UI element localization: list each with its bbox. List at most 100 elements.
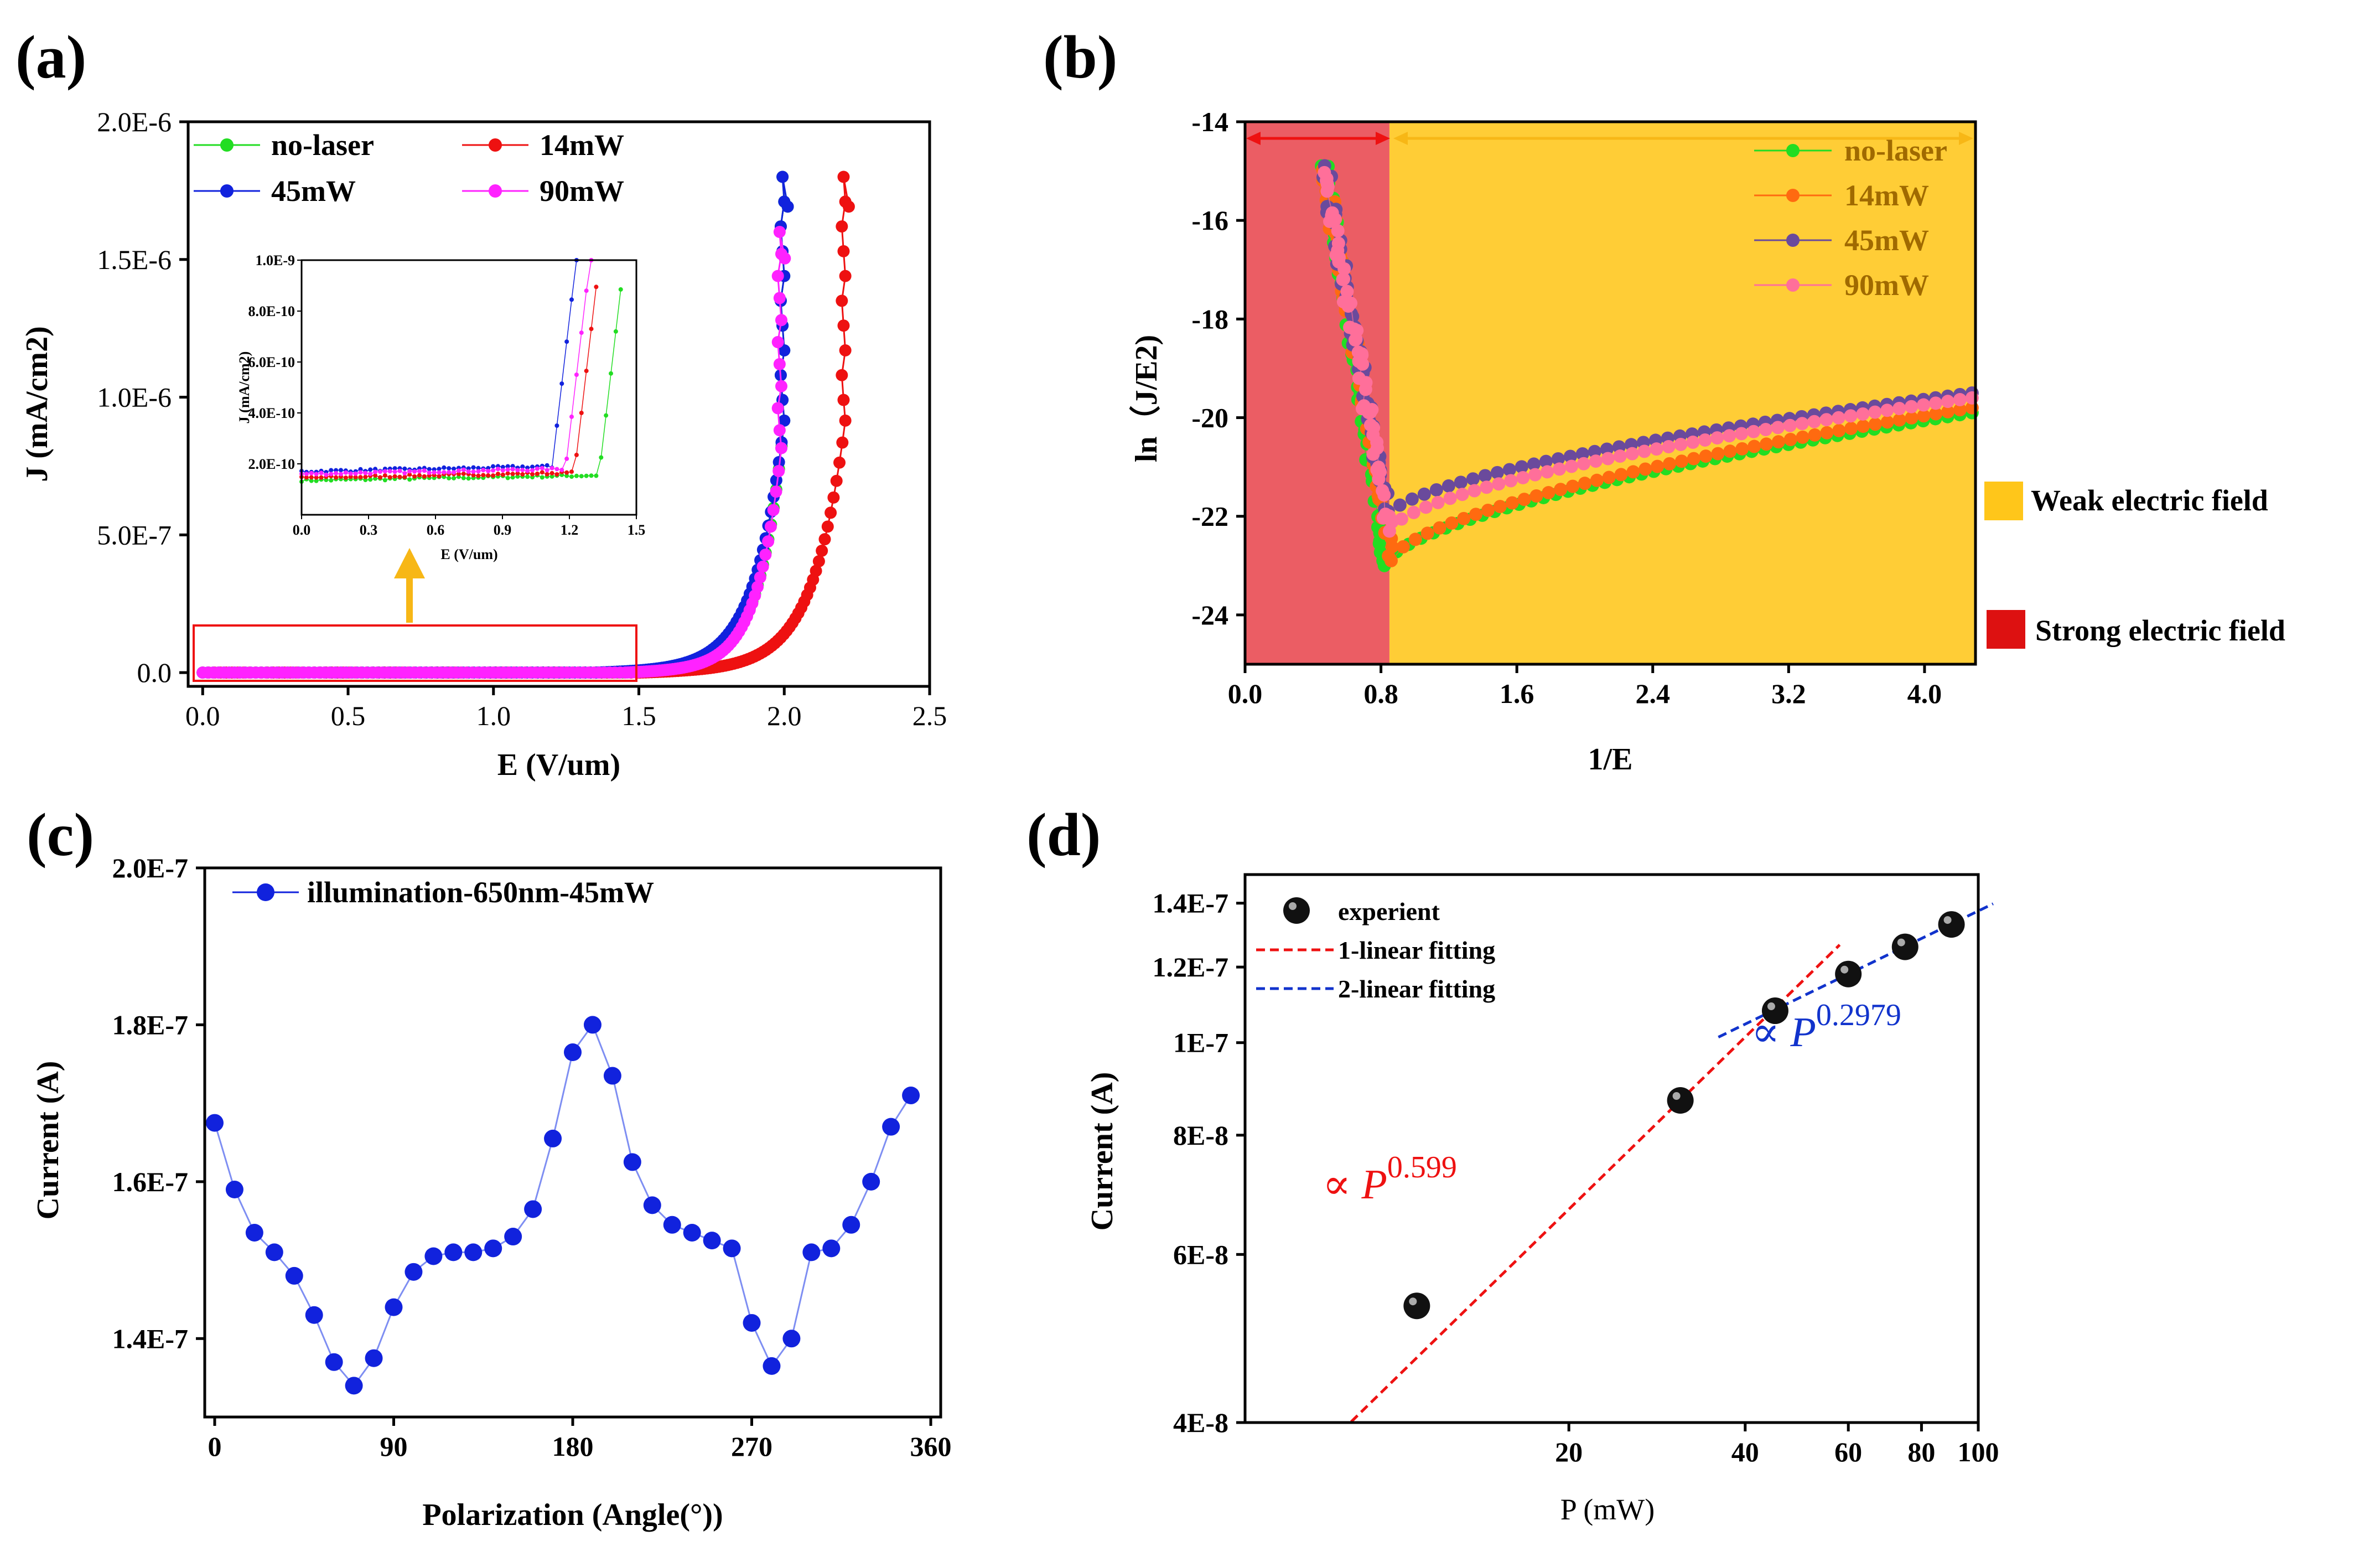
data-point-90mW (1771, 421, 1785, 435)
inset-data-point-45mW (530, 464, 535, 469)
inset-ticks: 0.0 0.3 0.6 0.9 1.2 1.5 2.0E-10 4.0E-10 6.0E-10 8… (248, 252, 646, 538)
data-point-14mW (1614, 468, 1628, 482)
inset-data-point-90mW (412, 469, 417, 474)
data-point-90mW (1807, 415, 1821, 428)
data-point-experient (1403, 1292, 1430, 1320)
data-point-illumination (245, 1223, 263, 1242)
data-point-experient (1835, 960, 1862, 987)
inset-data-point-14mW (412, 474, 417, 479)
data-point-14mW (836, 436, 849, 449)
panel-a-legend: no-laser 14mW 45mW 90mW (194, 128, 624, 208)
inset-frame (300, 259, 637, 516)
inset-data-point-14mW (579, 411, 584, 415)
weak-arrow-right-icon (1959, 132, 1973, 145)
inset-data-point-45mW (569, 297, 574, 302)
inset-data-point-45mW (476, 466, 481, 470)
data-point-14mW (836, 294, 848, 307)
x-tick-label: 0.5 (331, 700, 366, 731)
x-tick-label: 40 (1731, 1436, 1759, 1467)
fit1-proportional-symbol: ∝ (1323, 1161, 1361, 1208)
inset-data-point-14mW (309, 475, 314, 480)
x-tick-label: 1.0 (476, 700, 511, 731)
data-point-45mW (1490, 466, 1504, 479)
data-point-14mW (1760, 437, 1774, 451)
inset-data-point-90mW (368, 471, 373, 476)
inset-data-point-90mW (559, 468, 564, 473)
inset-data-point-14mW (495, 472, 500, 477)
data-point-illumination (902, 1086, 920, 1104)
inset-data-point-14mW (500, 472, 505, 477)
data-point-90mW (1344, 296, 1358, 310)
inset-data-point-90mW (437, 470, 442, 475)
x-tick-label: 100 (1958, 1436, 1999, 1467)
fit2-annotation: ∝ P0.2979 (1751, 998, 1901, 1056)
inset-x-tick-label: 0.6 (427, 522, 445, 538)
inset-data-point-90mW (481, 468, 486, 473)
inset-data-point-14mW (319, 475, 324, 480)
data-point-14mW (1396, 540, 1410, 554)
inset-data-point-14mW (476, 473, 481, 478)
inset-data-point-no-laser (579, 474, 584, 479)
data-point-illumination (822, 1239, 841, 1258)
legend-marker-14mW (489, 138, 502, 152)
panel-d-plot-area (1350, 902, 1994, 1423)
data-point-90mW (756, 560, 769, 573)
inset-data-point-no-laser (314, 478, 319, 483)
inset-data-point-45mW (427, 467, 432, 472)
data-point-90mW (1577, 457, 1590, 470)
data-point-45mW (1539, 454, 1553, 468)
y-tick-label: 1.4E-7 (1153, 888, 1229, 919)
panel-label-a: (a) (15, 23, 86, 91)
inset-data-point-14mW (594, 285, 599, 289)
data-point-90mW (775, 442, 787, 454)
inset-data-point-90mW (447, 470, 452, 475)
inset-data-point-14mW (387, 475, 392, 480)
data-point-14mW (837, 319, 850, 332)
data-point-14mW (1457, 511, 1471, 525)
inset-data-point-14mW (574, 452, 579, 457)
inset-x-tick-label: 1.5 (628, 522, 646, 538)
x-tick-label: 1.6 (1500, 678, 1534, 709)
data-point-90mW (1359, 376, 1373, 390)
data-point-14mW (1783, 432, 1797, 446)
x-tick-label: 4.0 (1907, 678, 1942, 709)
legend-marker-no-laser (220, 138, 234, 152)
data-point-90mW (1431, 495, 1445, 509)
inset-data-point-90mW (564, 456, 569, 461)
panel-b-legend: no-laser 14mW 45mW 90mW (1754, 134, 1947, 302)
panel-c-plot-area (205, 1016, 920, 1395)
weak-field-label: Weak electric field (2031, 484, 2268, 517)
legend-label-90mW: 90mW (1844, 268, 1929, 302)
inset-x-tick-label: 0.9 (494, 522, 512, 538)
data-point-illumination (504, 1228, 522, 1246)
data-point-90mW (1662, 440, 1676, 454)
data-point-90mW (759, 549, 772, 561)
inset-data-point-no-laser (604, 413, 609, 418)
data-point-90mW (762, 535, 775, 548)
data-point-14mW (837, 245, 850, 257)
x-tick-label: 90 (380, 1431, 407, 1462)
inset-data-point-no-laser (329, 478, 334, 483)
inset-data-point-14mW (569, 469, 574, 474)
data-point-14mW (821, 520, 834, 533)
data-point-45mW (1405, 492, 1419, 506)
data-point-90mW (1480, 480, 1494, 494)
legend-marker-45mW (1786, 234, 1800, 247)
inset-data-point-45mW (437, 467, 442, 472)
data-point-illumination (842, 1216, 860, 1234)
data-point-90mW (1601, 452, 1615, 466)
inset-data-point-no-laser (461, 475, 466, 480)
region-arrows (1246, 132, 1973, 145)
inset-data-point-14mW (461, 471, 466, 476)
inset-data-point-14mW (486, 473, 491, 478)
data-point-90mW (1337, 262, 1351, 276)
data-point-illumination (285, 1266, 303, 1285)
data-point-14mW (1517, 493, 1531, 506)
inset-data-point-no-laser (447, 475, 452, 480)
data-point-illumination (385, 1298, 403, 1316)
panel-d: (d) 20 40 60 80 100 4E-8 6E-8 8E-8 1E-7 1.2E-7 1.4… (1026, 801, 1999, 1526)
legend-marker-highlight (1289, 902, 1297, 910)
data-point-illumination (882, 1118, 900, 1136)
data-point-14mW (1542, 486, 1555, 500)
legend-marker-experient (1283, 897, 1310, 924)
